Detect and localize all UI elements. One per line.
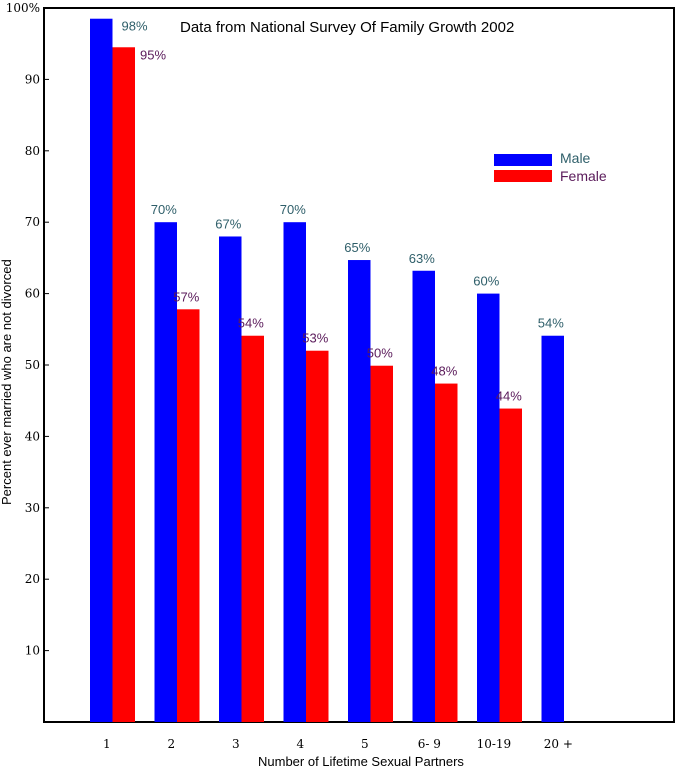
- x-tick-label: 1: [103, 737, 111, 751]
- data-labels-group: 98% 95% 70% 57% 67% 54% 70% 53% 65% 50% 63% 48% 60% 4…: [122, 19, 565, 404]
- bar-male: [348, 260, 371, 722]
- bar-male: [541, 335, 564, 722]
- bar-female: [435, 383, 458, 722]
- y-tick-label: 60: [25, 287, 40, 301]
- bar-male: [154, 222, 177, 722]
- data-label-male: 98%: [122, 19, 148, 34]
- data-label-female: 54%: [238, 316, 264, 331]
- bar-female: [306, 350, 329, 722]
- y-tick-label: 20: [25, 572, 40, 586]
- legend-swatch-female: [494, 170, 552, 182]
- bar-male: [90, 18, 113, 722]
- x-tick-label: 20 +: [544, 737, 573, 751]
- legend-label-male: Male: [560, 150, 591, 166]
- y-tick-label: 40: [25, 429, 40, 443]
- y-axis: 10 20 30 40 50 60 70 80 90 100%: [6, 1, 49, 658]
- data-label-female: 50%: [367, 346, 393, 361]
- data-label-female: 57%: [173, 289, 199, 304]
- data-label-male: 60%: [473, 274, 499, 289]
- bar-female: [112, 47, 135, 722]
- x-axis-title: Number of Lifetime Sexual Partners: [258, 754, 464, 769]
- bar-male: [412, 270, 435, 722]
- data-label-male: 65%: [344, 240, 370, 255]
- data-label-male: 70%: [151, 202, 177, 217]
- bar-female: [499, 408, 522, 722]
- x-tick-label: 10-19: [477, 737, 512, 751]
- data-label-male: 63%: [409, 251, 435, 266]
- x-tick-label: 5: [361, 737, 369, 751]
- data-label-male: 67%: [215, 216, 241, 231]
- x-axis: 1 2 3 4 5 6- 9 10-19 20 +: [103, 737, 573, 751]
- data-label-male: 70%: [280, 202, 306, 217]
- y-tick-label: 90: [25, 72, 40, 86]
- data-label-female: 95%: [140, 47, 166, 62]
- bar-male: [283, 222, 306, 722]
- bar-male: [477, 293, 500, 722]
- y-tick-label: 70: [25, 215, 40, 229]
- bar-male: [219, 236, 242, 723]
- bar-female: [241, 335, 264, 722]
- y-axis-title: Percent ever married who are not divorce…: [0, 259, 14, 505]
- bars-group: [90, 18, 564, 723]
- y-tick-label: 100%: [6, 1, 40, 15]
- data-label-male: 54%: [538, 316, 564, 331]
- data-label-female: 53%: [302, 331, 328, 346]
- chart-title: Data from National Survey Of Family Grow…: [180, 19, 514, 36]
- data-label-female: 48%: [431, 364, 457, 379]
- y-tick-label: 10: [25, 644, 40, 658]
- x-tick-label: 2: [168, 737, 176, 751]
- y-tick-label: 30: [25, 501, 40, 515]
- x-tick-label: 4: [297, 737, 305, 751]
- y-tick-label: 50: [25, 358, 40, 372]
- bar-female: [370, 365, 393, 722]
- legend-swatch-male: [494, 154, 552, 166]
- x-tick-label: 3: [232, 737, 240, 751]
- legend: Male Female: [494, 150, 607, 184]
- y-tick-label: 80: [25, 144, 40, 158]
- x-tick-label: 6- 9: [418, 737, 441, 751]
- bar-female: [177, 309, 200, 722]
- legend-label-female: Female: [560, 168, 607, 184]
- data-label-female: 44%: [496, 389, 522, 404]
